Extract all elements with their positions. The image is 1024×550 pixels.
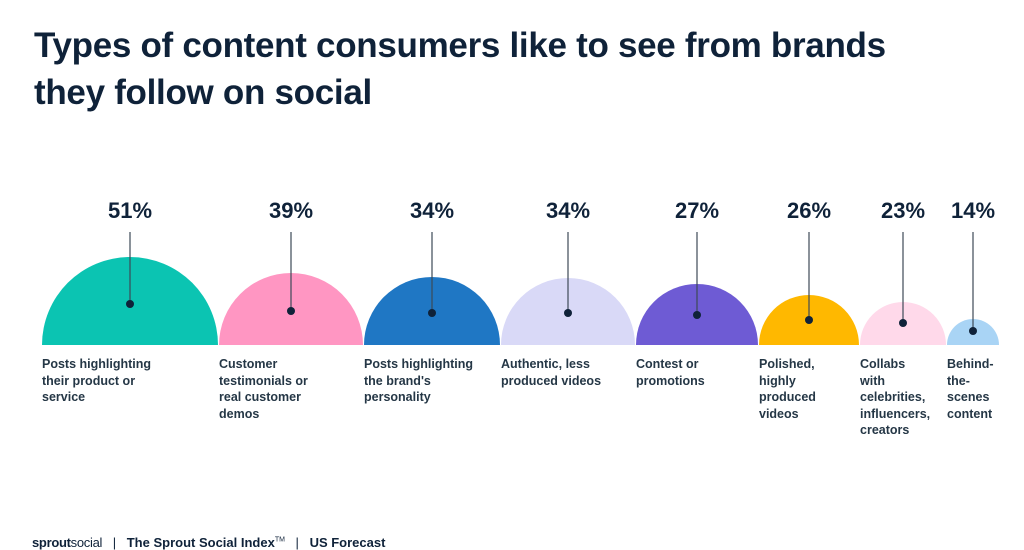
marker-dot: [899, 319, 907, 327]
index-name: The Sprout Social Index: [126, 535, 275, 550]
marker-dot: [287, 307, 295, 315]
footer: sproutsocial | The Sprout Social IndexTM…: [32, 535, 385, 550]
category-label: Polished, highly produced videos: [759, 357, 816, 421]
category-label: Behind- the- scenes content: [947, 357, 994, 421]
marker-dot: [428, 309, 436, 317]
value-label: 27%: [675, 198, 719, 223]
chart-title: Types of content consumers like to see f…: [34, 26, 886, 112]
category-label: Posts highlighting the brand's personali…: [364, 357, 474, 404]
logo-social: social: [70, 535, 103, 550]
marker-dot: [693, 311, 701, 319]
value-label: 26%: [787, 198, 831, 223]
marker-dot: [564, 309, 572, 317]
region: US Forecast: [309, 535, 386, 550]
value-label: 51%: [108, 198, 152, 223]
logo-sprout: sprout: [32, 535, 71, 550]
marker-dot: [805, 316, 813, 324]
value-label: 34%: [546, 198, 590, 223]
category-label: Posts highlighting their product or serv…: [42, 357, 152, 404]
value-label: 23%: [881, 198, 925, 223]
separator: |: [112, 535, 117, 550]
category-label: Collabs with celebrities, influencers, c…: [860, 357, 931, 437]
category-label: Authentic, less produced videos: [501, 357, 602, 388]
trademark: TM: [274, 536, 285, 544]
value-label: 14%: [951, 198, 995, 223]
category-label: Contest or promotions: [636, 357, 705, 388]
value-label: 39%: [269, 198, 313, 223]
value-label: 34%: [410, 198, 454, 223]
category-label: Customer testimonials or real customer d…: [219, 357, 308, 421]
separator: |: [295, 535, 299, 550]
marker-dot: [126, 300, 134, 308]
marker-dot: [969, 327, 977, 335]
